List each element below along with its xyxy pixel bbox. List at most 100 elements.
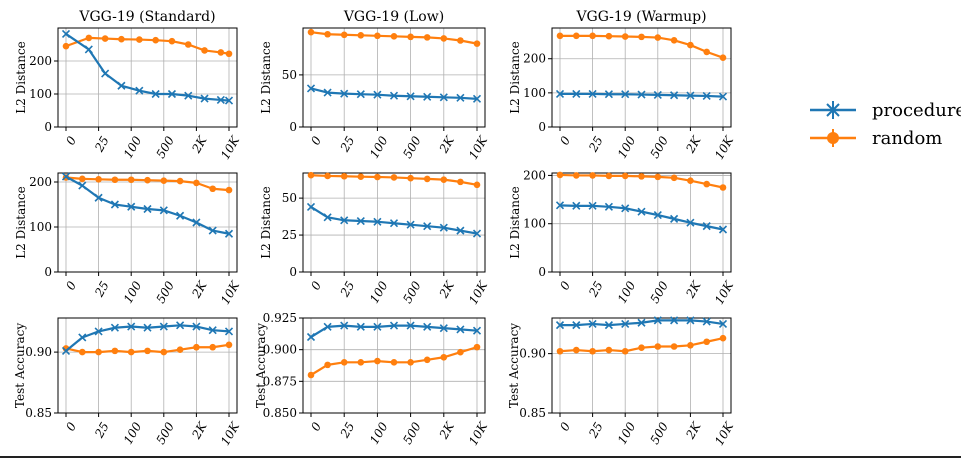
marker-stroke — [224, 229, 234, 238]
x-tick-label: 10K — [218, 133, 243, 162]
y-tick-label: 0.900 — [263, 343, 297, 357]
axes-frame — [302, 172, 486, 273]
data-point-procedure — [718, 319, 728, 329]
data-point-random — [670, 343, 678, 350]
data-point-random — [374, 173, 381, 181]
x-tick-label: 2K — [189, 133, 210, 156]
legend-item-random: random — [810, 128, 942, 149]
y-tick-label: 200 — [523, 168, 546, 182]
data-point-procedure — [604, 321, 613, 330]
marker-stroke — [604, 321, 613, 330]
x-tick-label: 500 — [153, 134, 177, 161]
x-tick-label: 10K — [712, 133, 737, 162]
marker-stroke — [184, 91, 193, 100]
marker-stroke — [373, 217, 382, 226]
data-point-random — [324, 30, 331, 38]
data-point-procedure — [151, 89, 160, 99]
marker-stroke — [456, 226, 465, 235]
marker-stroke — [306, 202, 316, 212]
marker-stroke — [340, 216, 349, 225]
x-tick-label: 100 — [121, 279, 145, 306]
legend-item-procedure: procedure — [810, 100, 961, 121]
data-point-random — [374, 32, 381, 40]
x-tick-label: 10K — [712, 419, 737, 448]
axes-frame — [551, 172, 732, 273]
marker-stroke — [686, 316, 695, 325]
subplot-1: 0 100 200 0 25 100 500 2K 10K L2 Distance VGG-19 (… — [14, 9, 243, 162]
data-point-random — [160, 177, 168, 184]
marker-stroke — [588, 201, 597, 210]
data-point-random — [654, 343, 662, 350]
marker-stroke — [472, 229, 482, 238]
data-point-procedure — [356, 216, 365, 226]
marker-stroke — [356, 216, 365, 226]
marker-stroke — [110, 200, 119, 209]
x-tick-label: 100 — [615, 420, 639, 447]
data-point-random — [703, 180, 710, 188]
x-tick-label: 0 — [63, 420, 79, 434]
data-point-random — [225, 341, 233, 349]
data-point-random — [184, 41, 192, 48]
data-point-procedure — [555, 89, 565, 98]
marker-stroke — [670, 91, 679, 100]
x-tick-label: 100 — [121, 420, 145, 447]
data-point-random — [324, 172, 331, 180]
data-point-random — [127, 176, 135, 184]
y-tick-label: 200 — [29, 54, 52, 68]
data-point-random — [374, 357, 381, 365]
marker-stroke — [373, 322, 382, 331]
data-point-procedure — [653, 210, 662, 220]
marker-stroke — [686, 218, 695, 227]
marker-stroke — [653, 210, 662, 220]
marker-stroke — [718, 92, 728, 101]
x-tick-label: 25 — [586, 279, 606, 300]
data-point-procedure — [167, 89, 177, 99]
data-point-random — [225, 50, 233, 58]
data-point-procedure — [472, 229, 482, 238]
subplot-6: 0 100 200 0 25 100 500 2K 10K L2 Distance — [508, 168, 737, 306]
x-tick-label: 500 — [153, 279, 177, 306]
data-point-procedure — [439, 223, 448, 232]
marker-stroke — [572, 321, 581, 330]
data-point-random — [638, 344, 645, 351]
data-point-procedure — [176, 321, 185, 330]
series-line-procedure — [65, 33, 230, 102]
data-point-random — [407, 174, 414, 182]
data-point-random — [687, 41, 694, 49]
data-point-procedure — [472, 326, 482, 335]
marker-stroke — [670, 214, 679, 223]
data-point-random — [160, 348, 168, 356]
subplot-8: 0.850 0.875 0.900 0.925 0 25 100 500 2K 10K Test A… — [254, 311, 491, 448]
x-tick-label: 2K — [436, 133, 457, 156]
data-point-procedure — [94, 327, 103, 336]
marker-stroke — [192, 218, 201, 227]
data-point-random — [703, 48, 710, 56]
x-tick-label: 2K — [189, 419, 210, 442]
data-point-random — [638, 33, 645, 41]
data-point-procedure — [78, 181, 87, 190]
y-axis-label: L2 Distance — [14, 186, 28, 259]
x-tick-label: 10K — [218, 278, 243, 307]
y-tick-label: 0 — [538, 265, 546, 279]
y-tick-label: 0.85 — [25, 406, 52, 420]
data-point-procedure — [604, 90, 613, 99]
series-line-procedure — [310, 324, 478, 338]
data-point-procedure — [555, 321, 565, 330]
x-tick-label: 0 — [557, 420, 573, 434]
marker-stroke — [637, 318, 646, 327]
marker-stroke — [456, 325, 465, 334]
data-point-random — [307, 171, 315, 179]
data-point-random — [176, 177, 184, 185]
data-point-procedure — [637, 90, 646, 99]
marker-stroke — [323, 322, 332, 331]
marker-stroke — [702, 91, 711, 101]
x-tick-label: 500 — [400, 279, 424, 306]
data-point-random — [62, 42, 70, 50]
data-point-random — [654, 173, 662, 181]
axes-frame — [57, 172, 238, 273]
x-tick-label: 500 — [647, 134, 671, 161]
marker-stroke — [406, 92, 415, 101]
marker-stroke — [110, 323, 119, 332]
data-point-procedure — [323, 88, 332, 97]
x-tick-label: 100 — [615, 134, 639, 161]
